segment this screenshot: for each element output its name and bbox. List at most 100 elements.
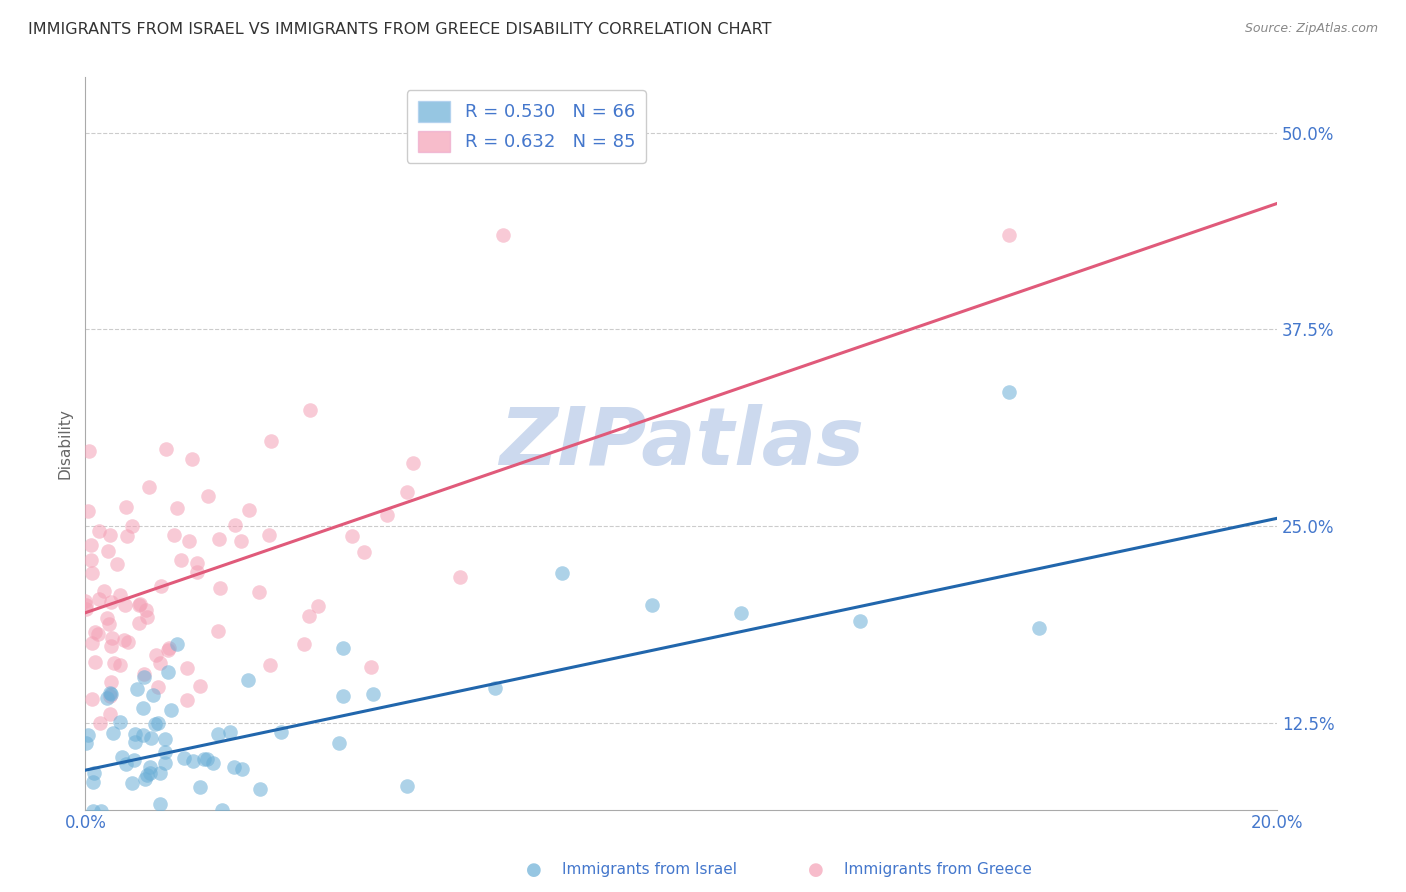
Point bbox=[247, 585, 270, 599]
Point bbox=[270, 725, 292, 739]
Point bbox=[395, 779, 418, 793]
Point bbox=[219, 725, 242, 739]
Point bbox=[176, 661, 198, 675]
Point bbox=[202, 756, 225, 771]
Point bbox=[730, 606, 752, 620]
Point bbox=[163, 528, 186, 542]
Point bbox=[153, 745, 176, 759]
Point bbox=[208, 581, 231, 595]
Point bbox=[114, 598, 136, 612]
Point bbox=[236, 673, 259, 687]
Point bbox=[188, 679, 211, 693]
Point bbox=[80, 692, 103, 706]
Point bbox=[83, 655, 105, 669]
Point bbox=[105, 557, 128, 571]
Point bbox=[115, 500, 138, 514]
Point bbox=[97, 543, 120, 558]
Point bbox=[131, 728, 153, 742]
Point bbox=[96, 691, 118, 706]
Point bbox=[166, 501, 188, 516]
Point bbox=[157, 640, 180, 655]
Point bbox=[111, 750, 134, 764]
Point bbox=[114, 757, 136, 772]
Point bbox=[145, 648, 167, 663]
Point bbox=[135, 603, 157, 617]
Point bbox=[260, 434, 283, 448]
Point bbox=[136, 767, 159, 781]
Point bbox=[82, 636, 104, 650]
Point bbox=[173, 751, 195, 765]
Point bbox=[132, 667, 155, 681]
Point bbox=[134, 772, 156, 787]
Point bbox=[395, 484, 418, 499]
Point bbox=[153, 732, 176, 747]
Point bbox=[180, 451, 202, 466]
Point bbox=[148, 656, 170, 670]
Point bbox=[238, 503, 260, 517]
Point bbox=[84, 624, 107, 639]
Point bbox=[122, 753, 145, 767]
Point bbox=[77, 444, 100, 458]
Point bbox=[139, 765, 162, 780]
Point bbox=[87, 591, 110, 606]
Point bbox=[181, 754, 204, 768]
Point bbox=[353, 544, 375, 558]
Point bbox=[100, 687, 122, 701]
Point bbox=[224, 759, 246, 773]
Point bbox=[332, 689, 354, 703]
Point bbox=[491, 227, 513, 242]
Point bbox=[188, 780, 211, 794]
Point bbox=[75, 602, 97, 616]
Point bbox=[98, 617, 121, 632]
Point bbox=[75, 594, 97, 608]
Point bbox=[157, 665, 180, 680]
Point bbox=[103, 726, 125, 740]
Point bbox=[80, 553, 103, 567]
Point bbox=[177, 534, 200, 549]
Point bbox=[149, 797, 172, 811]
Point bbox=[89, 524, 111, 539]
Point bbox=[100, 639, 122, 653]
Point bbox=[87, 627, 110, 641]
Point bbox=[298, 608, 321, 623]
Point bbox=[176, 693, 198, 707]
Point bbox=[139, 759, 162, 773]
Point bbox=[115, 529, 138, 543]
Point bbox=[157, 643, 180, 657]
Point bbox=[186, 556, 208, 570]
Point bbox=[998, 385, 1021, 400]
Point bbox=[1028, 622, 1050, 636]
Point bbox=[212, 824, 235, 838]
Legend: R = 0.530   N = 66, R = 0.632   N = 85: R = 0.530 N = 66, R = 0.632 N = 85 bbox=[406, 90, 645, 162]
Point bbox=[197, 489, 219, 503]
Point bbox=[159, 703, 181, 717]
Point bbox=[128, 615, 150, 630]
Point bbox=[307, 599, 329, 613]
Point bbox=[101, 631, 124, 645]
Y-axis label: Disability: Disability bbox=[58, 408, 72, 479]
Point bbox=[80, 538, 103, 552]
Point bbox=[141, 731, 163, 745]
Point bbox=[340, 529, 363, 543]
Text: IMMIGRANTS FROM ISRAEL VS IMMIGRANTS FROM GREECE DISABILITY CORRELATION CHART: IMMIGRANTS FROM ISRAEL VS IMMIGRANTS FRO… bbox=[28, 22, 772, 37]
Point bbox=[108, 657, 131, 672]
Point bbox=[134, 670, 156, 684]
Point bbox=[89, 716, 111, 731]
Point bbox=[449, 570, 471, 584]
Point bbox=[117, 634, 139, 648]
Point bbox=[108, 714, 131, 729]
Point bbox=[83, 765, 105, 780]
Point bbox=[112, 632, 135, 647]
Point bbox=[124, 727, 146, 741]
Point bbox=[82, 775, 104, 789]
Point bbox=[849, 614, 872, 628]
Point bbox=[166, 637, 188, 651]
Point bbox=[229, 534, 252, 549]
Point bbox=[551, 566, 574, 581]
Point bbox=[84, 819, 107, 833]
Text: Immigrants from Israel: Immigrants from Israel bbox=[562, 863, 737, 877]
Point bbox=[100, 595, 122, 609]
Text: ZIPatlas: ZIPatlas bbox=[499, 404, 863, 483]
Point bbox=[224, 518, 246, 533]
Point bbox=[82, 804, 104, 818]
